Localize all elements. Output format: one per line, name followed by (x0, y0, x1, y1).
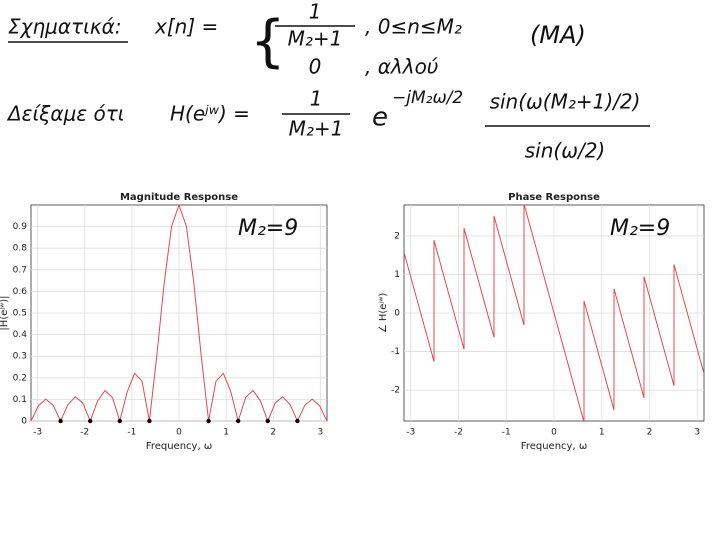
x-tick-label: -2 (80, 428, 89, 438)
definition-lhs: x[n] = (154, 15, 218, 39)
y-tick-label: 0 (394, 309, 400, 319)
result: Δείξαμε ότι H(eʲʷ) = 1 M₂+1 e −jM₂ω/2 si… (6, 87, 650, 163)
y-tick-label: 0.1 (13, 395, 27, 405)
marker (58, 418, 63, 424)
definition: Σχηματικά: x[n] = { 1 M₂+1 , 0≤n≤M₂ 0 , … (8, 0, 586, 79)
marker (87, 418, 93, 424)
definition-label: Σχηματικά: (8, 15, 122, 39)
y-tick-label: 0 (21, 417, 27, 427)
y-tick-label: 0.8 (13, 244, 28, 254)
y-tick-label: 0.9 (13, 222, 28, 232)
y-tick-label: 0.2 (13, 373, 27, 383)
brace: { (250, 9, 286, 74)
series-line (404, 205, 704, 421)
x-tick-label: 0 (551, 428, 557, 438)
ratio-denominator: sin(ω/2) (525, 139, 605, 163)
chart-title: Magnitude Response (120, 192, 238, 203)
marker (235, 418, 241, 424)
marker (265, 418, 271, 424)
marker (147, 418, 152, 424)
case1-condition: , 0≤n≤M₂ (365, 15, 462, 39)
result-exponent: −jM₂ω/2 (392, 88, 463, 108)
definition-tag: (MA) (530, 21, 586, 49)
annotation: M₂=9 (238, 216, 298, 241)
x-tick-label: 1 (223, 428, 229, 438)
case2-condition: , αλλού (365, 55, 438, 79)
y-tick-label: 0.6 (13, 287, 28, 297)
x-tick-label: -1 (127, 428, 136, 438)
x-axis-label: Frequency, ω (521, 441, 587, 452)
x-tick-label: -3 (33, 428, 42, 438)
y-tick-label: 0.7 (13, 265, 27, 275)
result-numerator: 1 (310, 87, 323, 111)
x-tick-label: 0 (176, 428, 182, 438)
x-tick-label: -1 (502, 428, 511, 438)
x-tick-label: -3 (406, 428, 415, 438)
chart-title: Phase Response (508, 192, 600, 203)
x-tick-label: 3 (694, 428, 700, 438)
y-tick-label: 1 (394, 270, 400, 280)
chart: -3 -2 -1 0 1 2 3 0 0.1 0.2 0.3 0.4 0.5 0.6 0.7 0.8 0.9 Ma… (0, 192, 328, 452)
marker (295, 418, 300, 424)
result-label: Δείξαμε ότι (6, 102, 125, 126)
x-axis-label: Frequency, ω (146, 441, 212, 452)
x-tick-label: 2 (647, 428, 653, 438)
y-tick-label: 0.3 (13, 352, 27, 362)
y-axis-label: |H(eʲʷ)| (0, 295, 10, 330)
case2-value: 0 (309, 55, 322, 79)
y-axis-label: ∠ H(eʲʷ) (378, 293, 389, 334)
y-tick-label: 2 (394, 231, 400, 241)
y-tick-label: -1 (391, 347, 400, 357)
x-tick-label: 3 (317, 428, 323, 438)
y-tick-label: 0.5 (13, 309, 27, 319)
y-tick-label: 0.4 (13, 330, 28, 340)
result-lhs: H(eʲʷ) = (170, 102, 250, 126)
result-denominator: M₂+1 (289, 117, 344, 141)
x-tick-label: -2 (454, 428, 463, 438)
y-tick-label: -2 (391, 386, 400, 396)
marker (117, 418, 123, 424)
chart: -3 -2 -1 0 1 2 3 -2 -1 0 1 2 Phase Response Frequency… (378, 192, 705, 452)
case1-denominator: M₂+1 (288, 27, 343, 51)
marker (206, 418, 211, 424)
x-tick-label: 2 (270, 428, 276, 438)
series-line (31, 205, 327, 421)
ratio-numerator: sin(ω(M₂+1)/2) (490, 90, 641, 114)
annotation: M₂=9 (610, 216, 670, 241)
result-base: e (372, 103, 388, 133)
x-tick-label: 1 (599, 428, 605, 438)
case1-numerator: 1 (309, 0, 322, 24)
